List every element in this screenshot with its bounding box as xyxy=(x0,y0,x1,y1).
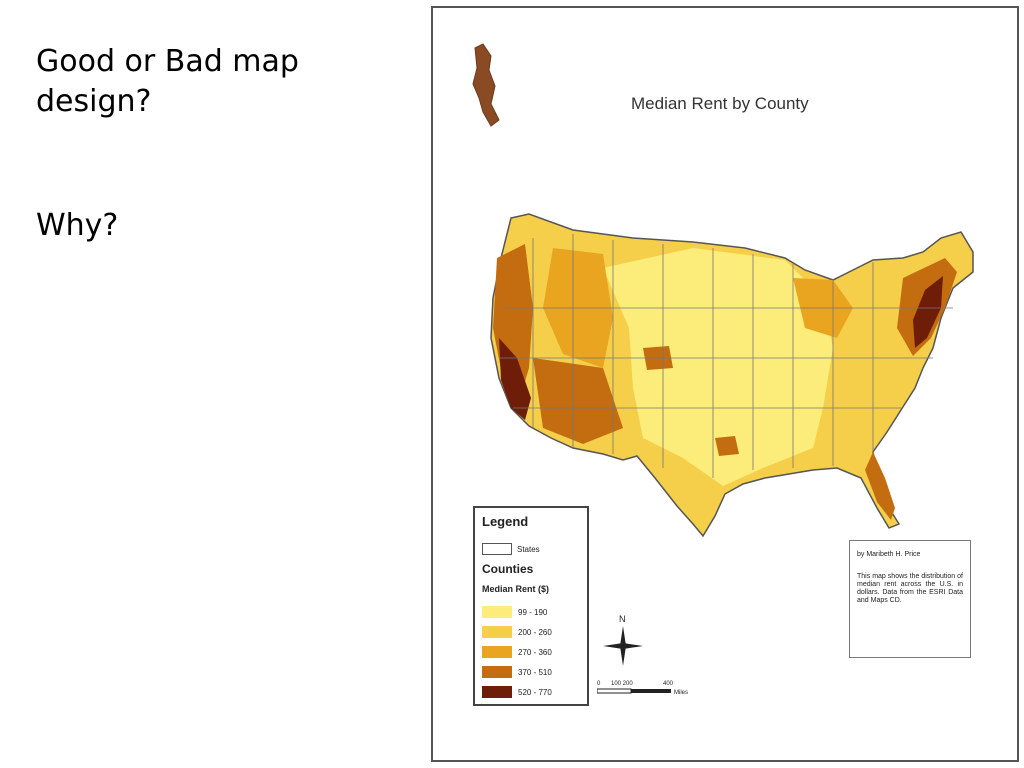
map-credit-box: by Maribeth H. Price This map shows the … xyxy=(849,540,971,658)
legend-class-label-1: 99 - 190 xyxy=(518,607,548,617)
map-author: by Maribeth H. Price xyxy=(857,551,921,558)
legend-class-1: 99 - 190 xyxy=(482,606,547,618)
slide-question-design: Good or Bad map design? xyxy=(36,44,299,119)
legend-class-2: 200 - 260 xyxy=(482,626,552,638)
scale-tick-1: 100 200 xyxy=(611,681,633,687)
map-legend: Legend States Counties Median Rent ($) 9… xyxy=(473,506,589,706)
region-northeast-core xyxy=(913,276,943,348)
alaska-inset xyxy=(472,43,500,127)
scale-unit: Miles xyxy=(674,690,688,696)
region-florida xyxy=(865,452,895,520)
legend-swatch-2 xyxy=(482,626,512,638)
legend-states-swatch xyxy=(482,543,512,555)
north-label: N xyxy=(619,614,626,624)
legend-class-label-2: 200 - 260 xyxy=(518,627,552,637)
slide-question-why: Why? xyxy=(36,208,119,243)
region-low-rent xyxy=(603,248,833,486)
legend-field-label: Median Rent ($) xyxy=(482,584,550,594)
scale-bar: 0 100 200 400 Miles xyxy=(597,681,688,696)
legend-swatch-4 xyxy=(482,666,512,678)
scale-tick-0: 0 xyxy=(597,681,601,687)
legend-counties-label: Counties xyxy=(482,562,534,576)
legend-title: Legend xyxy=(482,514,529,529)
legend-states-label: States xyxy=(517,544,540,554)
region-california-coast xyxy=(499,338,531,420)
legend-swatch-5 xyxy=(482,686,512,698)
map-title: Median Rent by County xyxy=(631,94,809,113)
legend-swatch-3 xyxy=(482,646,512,658)
state-borders xyxy=(499,234,953,478)
us-county-map xyxy=(472,43,974,538)
legend-class-label-4: 370 - 510 xyxy=(518,667,552,677)
legend-class-label-3: 270 - 360 xyxy=(518,647,552,657)
scale-tick-2: 400 xyxy=(663,681,674,687)
legend-class-label-5: 520 - 770 xyxy=(518,687,552,697)
north-arrow-icon: N xyxy=(603,614,643,666)
map-layout-frame: Median Rent by County Legend States Coun… xyxy=(431,6,1019,762)
legend-class-3: 270 - 360 xyxy=(482,646,552,658)
region-texas-metro xyxy=(715,436,739,456)
legend-class-5: 520 - 770 xyxy=(482,686,552,698)
region-southwest xyxy=(533,358,623,444)
legend-states-entry: States xyxy=(482,543,540,555)
map-description: This map shows the distribution of media… xyxy=(857,573,963,604)
legend-class-4: 370 - 510 xyxy=(482,666,552,678)
legend-swatch-1 xyxy=(482,606,512,618)
